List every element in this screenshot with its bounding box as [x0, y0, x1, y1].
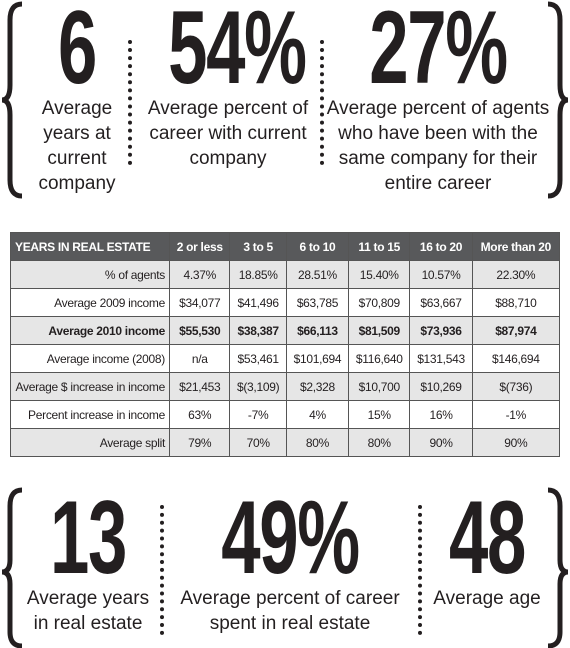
header-cell: 11 to 15 [348, 232, 411, 261]
table-cell: 16% [409, 400, 473, 429]
stat-label: Average percent of career with current c… [147, 98, 309, 169]
table-cell: $10,269 [409, 372, 473, 401]
table-cell: $(3,109) [229, 372, 287, 401]
stat-label: Average age [433, 588, 541, 609]
separator [160, 505, 164, 635]
table-row: Percent increase in income 63% -7% 4% 15% 16%… [10, 400, 561, 429]
stat-number: 13 [50, 480, 127, 596]
table-cell: 63% [168, 400, 231, 429]
table-row: Average split 79% 70% 80% 80% 90% 90% [10, 428, 561, 457]
table-cell: Average 2009 income [10, 288, 170, 317]
stat: 49% Average percent of career spent in re… [168, 480, 412, 636]
table-cell: $10,700 [348, 372, 411, 401]
table-cell: Average split [10, 428, 170, 457]
table-cell: -1% [471, 400, 561, 429]
table-cell: 70% [229, 428, 287, 457]
stat: 27% Average percent of agents who have be… [326, 0, 550, 196]
table-row: Average $ increase in income $21,453 $(3,1… [10, 372, 561, 401]
table-cell: Average $ increase in income [10, 372, 170, 401]
table-cell: $146,694 [471, 344, 561, 373]
table-cell: 10.57% [409, 260, 473, 289]
header-cell: 3 to 5 [229, 232, 287, 261]
table-cell: $70,809 [348, 288, 411, 317]
table-cell: 15.40% [348, 260, 411, 289]
table-cell: $41,496 [229, 288, 287, 317]
stat-number: 48 [449, 480, 526, 596]
table-cell: 4% [285, 400, 350, 429]
table-cell: $63,667 [409, 288, 473, 317]
table-row: Average 2010 income $55,530 $38,387 $66,113… [10, 316, 561, 345]
table-cell: $63,785 [285, 288, 350, 317]
table-cell: 22.30% [471, 260, 561, 289]
table-row: % of agents 4.37% 18.85% 28.51% 15.40% 10.57%… [10, 260, 561, 289]
header-cell: YEARS IN REAL ESTATE [10, 232, 170, 261]
stat: 13 Average years in real estate [20, 480, 156, 636]
stat-label: Average years at current company [38, 98, 116, 194]
header-cell: 6 to 10 [285, 232, 350, 261]
stat-label: Average percent of career spent in real … [180, 588, 400, 634]
table-cell: $34,077 [168, 288, 231, 317]
stat-number: 49% [221, 480, 360, 596]
table-cell: $88,710 [471, 288, 561, 317]
table-cell: $21,453 [168, 372, 231, 401]
table-cell: 18.85% [229, 260, 287, 289]
table-cell: 90% [471, 428, 561, 457]
table-cell: Average income (2008) [10, 344, 170, 373]
stat-label: Average years in real estate [26, 588, 150, 634]
table-cell: 4.37% [168, 260, 231, 289]
stat: 6 Average years at current company [22, 0, 132, 196]
stat-number: 54% [168, 0, 307, 106]
table-row: Average income (2008) n/a $53,461 $101,694 $… [10, 344, 561, 373]
table-cell: $2,328 [285, 372, 350, 401]
table-cell: 79% [168, 428, 231, 457]
table-cell: 80% [285, 428, 350, 457]
table-cell: 90% [409, 428, 473, 457]
table-cell: $87,974 [471, 316, 561, 345]
stat-number: 27% [369, 0, 508, 106]
table-cell: $131,543 [409, 344, 473, 373]
table-cell: $(736) [471, 372, 561, 401]
table-cell: Average 2010 income [10, 316, 170, 345]
table-cell: $101,694 [285, 344, 350, 373]
table-cell: $116,640 [348, 344, 411, 373]
table-cell: $53,461 [229, 344, 287, 373]
table-cell: -7% [229, 400, 287, 429]
table-cell: 28.51% [285, 260, 350, 289]
separator [418, 505, 422, 635]
stat: 48 Average age [424, 480, 550, 611]
stat-label: Average percent of agents who have been … [326, 98, 550, 194]
separator [128, 40, 132, 165]
header-cell: 16 to 20 [409, 232, 473, 261]
table-cell: 80% [348, 428, 411, 457]
table-cell: $38,387 [229, 316, 287, 345]
header-cell: More than 20 [471, 232, 561, 261]
table-cell: $55,530 [168, 316, 231, 345]
table-cell: $73,936 [409, 316, 473, 345]
table-row: Average 2009 income $34,077 $41,496 $63,785… [10, 288, 561, 317]
table-cell: % of agents [10, 260, 170, 289]
table-cell: n/a [168, 344, 231, 373]
table-cell: Percent increase in income [10, 400, 170, 429]
table-cell: $81,509 [348, 316, 411, 345]
table-cell: $66,113 [285, 316, 350, 345]
table-cell: 15% [348, 400, 411, 429]
separator [320, 40, 324, 165]
stat-number: 6 [58, 0, 97, 106]
header-cell: 2 or less [168, 232, 231, 261]
stat: 54% Average percent of career with curren… [140, 0, 316, 171]
